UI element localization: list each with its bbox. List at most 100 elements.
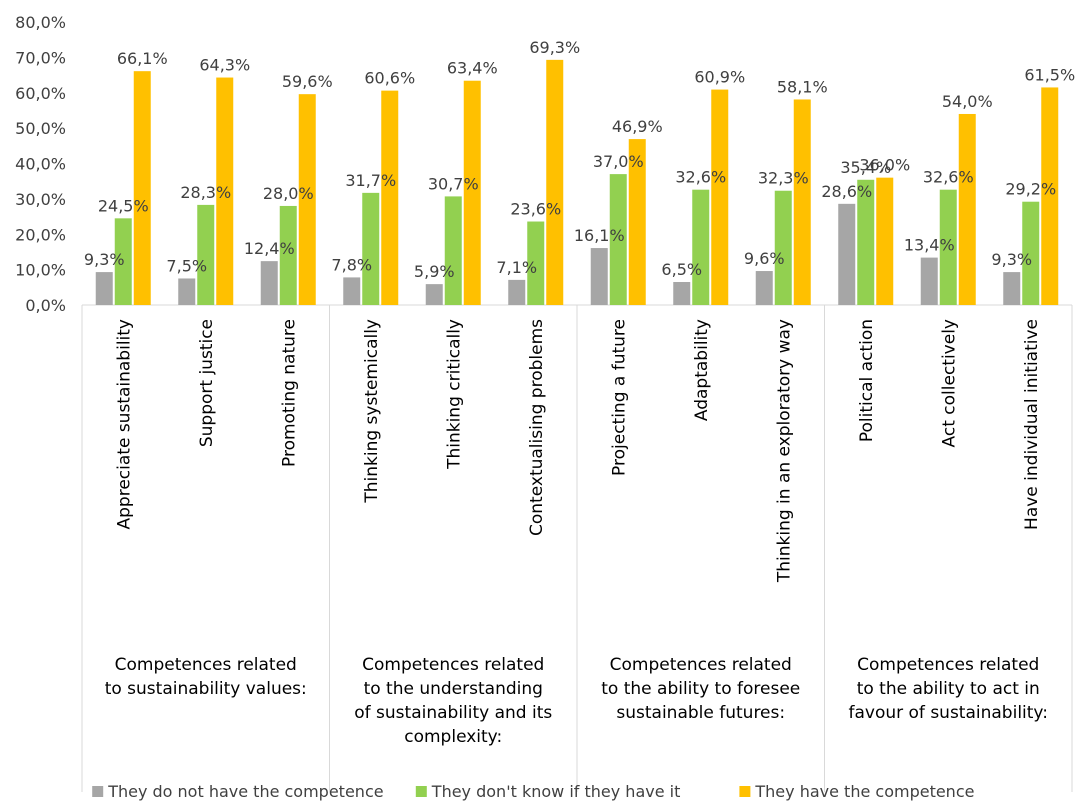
data-label: 35,4% — [840, 158, 891, 177]
bar — [260, 261, 278, 305]
bar — [527, 221, 545, 305]
category-label: Have individual initiative — [1022, 319, 1042, 530]
data-label: 23,6% — [510, 200, 561, 219]
data-label: 61,5% — [1024, 65, 1075, 84]
bar — [298, 94, 316, 305]
category-label: Political action — [857, 319, 877, 442]
bar — [279, 205, 297, 305]
bar — [362, 192, 380, 305]
y-tick-label: 0,0% — [25, 296, 66, 315]
data-label: 7,5% — [166, 256, 207, 275]
bar — [774, 190, 792, 305]
bar — [958, 113, 976, 305]
axis-layer: 0,0% 10,0% 20,0% 30,0% 40,0% 50,0% 60,0% 70,0% 8… — [15, 13, 1073, 792]
bar — [628, 139, 646, 305]
group-label: to sustainability values: — [105, 679, 307, 699]
bar — [711, 89, 729, 305]
bar — [609, 174, 627, 305]
bar — [920, 257, 938, 305]
bar — [95, 272, 113, 305]
y-tick-label: 10,0% — [15, 261, 66, 280]
data-label: 13,4% — [904, 236, 955, 255]
group-label: to the understanding — [364, 679, 543, 699]
data-label: 32,3% — [758, 169, 809, 188]
legend-label: They do not have the competence — [107, 782, 383, 801]
legend-label: They have the competence — [754, 782, 974, 801]
data-label: 12,4% — [244, 239, 295, 258]
legend-swatch — [739, 786, 751, 797]
bar — [673, 282, 691, 305]
bar — [178, 278, 196, 305]
bar — [444, 196, 462, 305]
data-label: 36,0% — [859, 156, 910, 175]
bar — [838, 203, 856, 305]
data-label: 64,3% — [199, 56, 250, 75]
category-label: Act collectively — [939, 319, 959, 447]
data-label: 60,9% — [694, 68, 745, 87]
bar — [463, 80, 481, 305]
legend-swatch — [415, 786, 427, 797]
data-label: 69,3% — [529, 38, 580, 57]
category-label: Thinking critically — [444, 319, 464, 470]
data-label: 9,6% — [744, 249, 785, 268]
data-label: 7,8% — [331, 255, 372, 274]
data-label: 28,0% — [263, 184, 314, 203]
y-tick-label: 30,0% — [15, 190, 66, 209]
bar — [425, 284, 443, 305]
bar — [114, 218, 132, 305]
group-label: Competences related — [857, 655, 1039, 675]
category-label-layer: Appreciate sustainability Support justice… — [105, 319, 1048, 747]
bar — [755, 271, 773, 305]
data-label: 28,6% — [821, 182, 872, 201]
legend-label: They don't know if they have it — [431, 782, 681, 801]
data-label: 9,3% — [84, 250, 125, 269]
data-label: 24,5% — [98, 196, 149, 215]
data-label: 30,7% — [428, 174, 479, 193]
y-tick-label: 40,0% — [15, 155, 66, 174]
group-label: favour of sustainability: — [849, 703, 1048, 723]
category-label: Contextualising problems — [527, 319, 547, 536]
data-label: 46,9% — [612, 117, 663, 136]
category-label: Projecting a future — [609, 319, 629, 476]
bar — [1041, 87, 1059, 305]
bar — [197, 204, 215, 305]
group-label: to the ability to act in — [857, 679, 1040, 699]
bar — [133, 71, 151, 305]
legend-swatch — [92, 786, 104, 797]
category-label: Thinking systemically — [362, 319, 382, 504]
bar — [1003, 272, 1021, 305]
data-label-layer: 9,3% 24,5% 66,1% 7,5% 28,3% 64,3% 12,4% 28,0% 59… — [84, 38, 1075, 281]
legend: They do not have the competence They don'… — [92, 782, 974, 801]
y-tick-label: 60,0% — [15, 84, 66, 103]
category-label: Promoting nature — [279, 319, 299, 467]
data-label: 54,0% — [942, 92, 993, 111]
group-label: to the ability to foresee — [601, 679, 800, 699]
group-label: sustainable futures: — [616, 703, 785, 723]
bar-layer — [95, 59, 1059, 305]
data-label: 31,7% — [345, 171, 396, 190]
y-tick-label: 20,0% — [15, 225, 66, 244]
bar — [343, 277, 361, 305]
category-label: Thinking in an exploratory way — [774, 319, 794, 583]
data-label: 60,6% — [364, 69, 415, 88]
data-label: 32,6% — [923, 168, 974, 187]
group-label: of sustainability and its — [354, 703, 552, 723]
data-label: 5,9% — [414, 262, 455, 281]
group-label: complexity: — [404, 727, 502, 747]
y-tick-label: 70,0% — [15, 48, 66, 67]
data-label: 37,0% — [593, 152, 644, 171]
bar — [381, 90, 399, 305]
data-label: 28,3% — [180, 183, 231, 202]
group-label: Competences related — [115, 655, 297, 675]
bar — [939, 189, 957, 305]
data-label: 9,3% — [991, 250, 1032, 269]
category-label: Appreciate sustainability — [114, 319, 134, 529]
data-label: 32,6% — [675, 168, 726, 187]
bar — [590, 248, 608, 305]
data-label: 7,1% — [496, 258, 537, 277]
data-label: 59,6% — [282, 72, 333, 91]
bar — [692, 189, 710, 305]
data-label: 16,1% — [574, 226, 625, 245]
data-label: 29,2% — [1005, 180, 1056, 199]
